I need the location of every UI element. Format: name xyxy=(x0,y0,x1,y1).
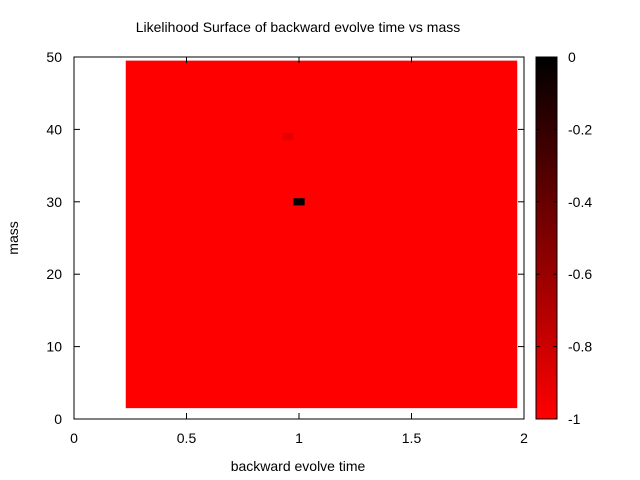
heatmap-cell xyxy=(293,198,305,206)
x-axis-ticks: 0 0.5 1 1.5 2 xyxy=(70,57,528,446)
colorbar-tick-label: -0.2 xyxy=(568,121,592,137)
colorbar-tick-label: 0 xyxy=(568,49,576,65)
colorbar-tick-label: -0.6 xyxy=(568,266,592,282)
colorbar-ticks: 0 -0.2 -0.4 -0.6 -0.8 -1 xyxy=(536,49,592,427)
x-axis-label: backward evolve time xyxy=(231,458,366,474)
colorbar xyxy=(535,56,558,420)
colorbar-tick-label: -0.4 xyxy=(568,194,592,210)
heatmap-cell xyxy=(282,133,294,141)
heatmap-cells xyxy=(125,60,518,409)
y-tick-label: 0 xyxy=(54,411,62,427)
y-axis-ticks: 0 10 20 30 40 50 xyxy=(46,49,524,427)
y-tick-label: 20 xyxy=(46,266,62,282)
x-tick-label: 1.5 xyxy=(402,430,422,446)
x-tick-label: 0 xyxy=(70,430,78,446)
colorbar-tick-label: -1 xyxy=(568,411,581,427)
y-axis-label: mass xyxy=(5,221,21,254)
x-tick-label: 1 xyxy=(295,430,303,446)
x-tick-label: 2 xyxy=(520,430,528,446)
chart-title: Likelihood Surface of backward evolve ti… xyxy=(136,19,460,35)
colorbar-tick-label: -0.8 xyxy=(568,339,592,355)
y-tick-label: 30 xyxy=(46,194,62,210)
x-tick-label: 0.5 xyxy=(177,430,197,446)
heatmap-background-region xyxy=(125,60,518,409)
y-tick-label: 50 xyxy=(46,49,62,65)
y-tick-label: 40 xyxy=(46,121,62,137)
y-tick-label: 10 xyxy=(46,339,62,355)
